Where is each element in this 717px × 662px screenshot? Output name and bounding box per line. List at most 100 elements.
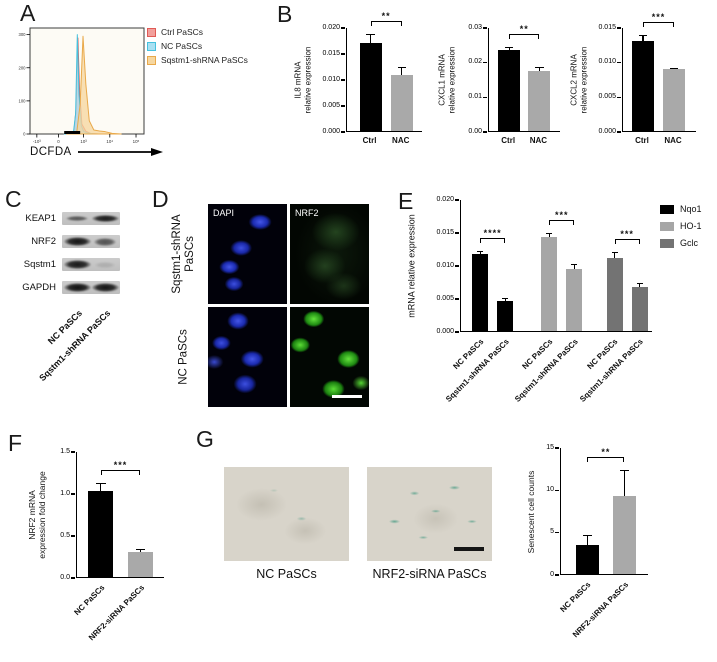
blot-band — [63, 237, 91, 246]
y-tick-label: 0 — [550, 570, 554, 578]
bar — [497, 301, 514, 331]
blot-band — [63, 260, 91, 269]
error-bar-cap — [397, 66, 406, 69]
panel-g-label: G — [196, 426, 214, 452]
y-tick-mark — [341, 79, 345, 81]
bar — [566, 268, 583, 331]
d-row-label-sqstm1-shrna: Sqstm1-shRNA PaSCs — [170, 214, 196, 294]
y-tick-mark — [455, 265, 459, 267]
svg-text:300: 300 — [19, 32, 27, 37]
y-tick-label: 0.020 — [322, 23, 340, 31]
svg-text:100: 100 — [19, 98, 27, 103]
y-tick-label: 15 — [546, 443, 554, 451]
y-tick-mark — [455, 232, 459, 234]
legend-item: Nqo1 — [660, 204, 702, 214]
error-bar-cap — [636, 282, 643, 284]
y-tick-mark — [483, 131, 487, 133]
legend-swatch — [147, 41, 156, 51]
blot-band — [94, 237, 116, 246]
y-axis-label-text: CXCL1 mRNA relative expression — [437, 46, 456, 114]
y-tick-mark — [341, 53, 345, 55]
flow-legend-item: Sqstm1-shRNA PaSCs — [147, 55, 248, 65]
nrf2-fold-bar-chart: NRF2 mRNA expression fold change *** 0.0 0.… — [22, 448, 164, 642]
bar — [498, 50, 521, 131]
y-tick-mark — [71, 451, 75, 453]
significance-bracket — [100, 469, 141, 475]
blot-protein-label: Sqstm1 — [23, 259, 56, 270]
y-tick-mark — [341, 105, 345, 107]
significance-stars: **** — [483, 228, 502, 239]
sa-bgal-image-nc — [224, 467, 349, 561]
error-bar-cap — [96, 482, 106, 484]
g-image-caption-sirna: NRF2-siRNA PaSCs — [372, 567, 487, 581]
y-tick-label: 0.01 — [468, 92, 482, 100]
flow-legend: Ctrl PaSCs NC PaSCs Sqstm1-shRNA PaSCs — [147, 27, 248, 65]
y-tick-mark — [341, 131, 345, 133]
significance-stars: *** — [620, 229, 634, 240]
y-tick-mark — [555, 532, 559, 534]
nrf2-column-label: NRF2 — [295, 208, 319, 218]
svg-text:200: 200 — [19, 65, 27, 70]
y-tick-mark — [455, 331, 459, 333]
y-tick-label: 0.010 — [322, 75, 340, 83]
blot-strip — [62, 258, 120, 271]
y-tick-label: 0.020 — [436, 195, 454, 203]
y-tick-label: 0.005 — [322, 101, 340, 109]
panel-a-label: A — [20, 0, 36, 26]
error-bar-cap — [535, 66, 544, 68]
error-bar-cap — [619, 469, 629, 471]
senescent-counts-bar-chart: Senescent cell counts ** 0 5 10 15 NC PaSCs NRF… — [524, 444, 648, 639]
legend-label: NC PaSCs — [161, 41, 203, 51]
flow-cytometry-histogram: 0 100 200 300 -10³ 0 10³ 10⁴ 10⁵ — [16, 24, 150, 165]
error-bar — [538, 66, 540, 72]
significance-bracket — [509, 33, 540, 39]
error-bar — [642, 35, 644, 41]
error-bar — [369, 34, 372, 43]
error-bar-cap — [669, 67, 679, 69]
blot-protein-label: GAPDH — [22, 282, 56, 293]
y-tick-label: 0.015 — [322, 49, 340, 57]
y-tick-mark — [455, 298, 459, 300]
error-bar — [614, 252, 616, 258]
y-tick-mark — [617, 131, 621, 133]
legend-label: HO-1 — [680, 221, 702, 231]
y-tick-label: 0.015 — [436, 228, 454, 236]
blot-strip — [62, 212, 120, 225]
svg-text:0: 0 — [57, 139, 60, 144]
bar — [631, 286, 648, 331]
blot-band — [91, 283, 119, 292]
y-axis-label: Senescent cell counts — [524, 448, 538, 575]
svg-text:-10³: -10³ — [33, 139, 41, 144]
y-axis-label: IL8 mRNA relative expression — [290, 28, 316, 132]
y-axis-label-text: mRNA relative expression — [406, 214, 417, 318]
blot-row: GAPDH — [4, 281, 164, 294]
y-tick-label: 1.0 — [60, 489, 70, 497]
legend-label: Sqstm1-shRNA PaSCs — [161, 55, 248, 65]
error-bar — [508, 46, 510, 51]
if-image-dapi-shrna: DAPI — [208, 204, 287, 304]
y-tick-label: 0.005 — [598, 92, 616, 100]
error-bar — [638, 282, 641, 287]
y-tick-mark — [71, 577, 75, 579]
significance-bracket — [587, 456, 625, 462]
bar — [631, 40, 654, 131]
error-bar — [479, 251, 481, 254]
x-category-label: NAC — [664, 136, 682, 145]
y-tick-label: 0.5 — [60, 531, 70, 539]
panel-b-label: B — [277, 1, 293, 27]
if-image-nrf2-shrna: NRF2 — [290, 204, 369, 304]
significance-stars: ** — [519, 23, 529, 34]
plot-area-wrap: ** 0 5 10 15 NC PaSCs NRF2-siRNA PaSCs — [546, 444, 648, 639]
bar — [663, 69, 686, 131]
legend-swatch — [660, 204, 674, 214]
dcfda-axis-label: DCFDA — [30, 146, 163, 158]
bar — [127, 551, 153, 577]
y-axis-label-text: IL8 mRNA relative expression — [293, 46, 312, 114]
error-bar — [504, 298, 506, 302]
x-category-label: Ctrl — [362, 136, 377, 145]
y-axis-label: CXCL1 mRNA relative expression — [434, 28, 460, 132]
blot-protein-label: KEAP1 — [25, 213, 56, 224]
if-image-dapi-nc — [208, 307, 287, 407]
plot-area: ** — [560, 447, 648, 575]
